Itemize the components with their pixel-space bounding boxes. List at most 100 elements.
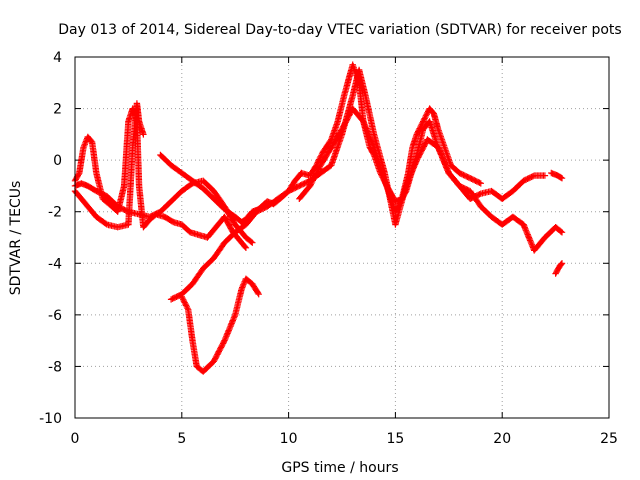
data-point bbox=[491, 190, 493, 192]
data-point bbox=[224, 216, 226, 218]
data-point bbox=[127, 224, 129, 226]
data-point bbox=[358, 69, 360, 71]
data-point bbox=[251, 283, 253, 285]
data-point bbox=[512, 216, 514, 218]
data-point bbox=[480, 193, 482, 195]
data-point bbox=[149, 216, 151, 218]
data-point bbox=[416, 154, 418, 156]
data-point bbox=[164, 216, 166, 218]
plot-frame bbox=[74, 56, 610, 419]
data-point bbox=[416, 133, 418, 135]
data-point bbox=[138, 213, 140, 215]
data-point bbox=[245, 237, 247, 238]
data-point bbox=[555, 226, 557, 228]
data-point bbox=[187, 309, 189, 311]
data-point bbox=[330, 146, 332, 148]
data-point bbox=[108, 203, 110, 205]
data-point bbox=[315, 164, 317, 166]
data-point bbox=[512, 190, 514, 192]
data-point bbox=[298, 198, 300, 200]
data-point bbox=[251, 211, 253, 213]
data-point bbox=[191, 180, 193, 182]
data-point bbox=[533, 249, 535, 251]
data-point bbox=[87, 206, 89, 208]
data-layer bbox=[71, 61, 566, 375]
data-point bbox=[127, 120, 129, 122]
data-point bbox=[422, 120, 424, 122]
data-point bbox=[561, 177, 563, 179]
data-point bbox=[215, 226, 217, 228]
data-point bbox=[309, 185, 311, 187]
data-point bbox=[117, 226, 119, 228]
data-point bbox=[480, 206, 482, 208]
data-point bbox=[202, 180, 204, 182]
data-point bbox=[138, 120, 140, 122]
data-point bbox=[106, 224, 108, 226]
data-point bbox=[469, 198, 471, 200]
data-point bbox=[373, 146, 375, 148]
data-point bbox=[533, 175, 535, 177]
data-point bbox=[78, 172, 80, 174]
data-point bbox=[561, 231, 563, 233]
data-point bbox=[87, 136, 89, 138]
data-point bbox=[422, 128, 424, 130]
data-point bbox=[102, 198, 104, 200]
series-track-7 bbox=[296, 105, 549, 215]
data-point bbox=[364, 95, 366, 97]
data-point bbox=[132, 108, 134, 110]
data-point bbox=[245, 224, 247, 226]
data-point bbox=[138, 185, 140, 187]
data-point bbox=[352, 95, 354, 97]
data-point bbox=[191, 340, 193, 342]
data-point bbox=[213, 198, 215, 200]
data-point bbox=[251, 242, 253, 244]
data-point bbox=[433, 113, 435, 115]
data-point bbox=[394, 200, 396, 202]
data-point bbox=[266, 200, 268, 202]
data-point bbox=[550, 172, 552, 174]
data-point bbox=[170, 200, 172, 202]
data-point bbox=[213, 190, 215, 192]
y-tick-label: 0 bbox=[53, 153, 62, 169]
data-point bbox=[330, 164, 332, 166]
data-point bbox=[491, 216, 493, 218]
data-point bbox=[343, 95, 345, 97]
data-point bbox=[266, 206, 268, 208]
data-point bbox=[206, 237, 208, 238]
data-point bbox=[159, 211, 161, 213]
data-point bbox=[241, 288, 243, 290]
data-point bbox=[224, 340, 226, 342]
data-point bbox=[170, 298, 172, 300]
x-tick-label: 10 bbox=[280, 431, 298, 447]
data-point bbox=[198, 234, 200, 236]
data-point bbox=[202, 371, 204, 373]
y-tick-label: -2 bbox=[48, 205, 62, 221]
data-point bbox=[373, 133, 375, 135]
data-point bbox=[202, 188, 204, 190]
x-tick-label: 0 bbox=[71, 431, 80, 447]
data-point bbox=[544, 237, 546, 238]
data-point bbox=[196, 365, 198, 367]
data-point bbox=[106, 195, 108, 197]
x-tick-label: 5 bbox=[177, 431, 186, 447]
data-point bbox=[561, 262, 563, 264]
data-point bbox=[322, 151, 324, 153]
data-point bbox=[394, 211, 396, 213]
data-point bbox=[369, 146, 371, 148]
data-point bbox=[288, 190, 290, 192]
series-track-8 bbox=[552, 260, 566, 277]
data-point bbox=[411, 146, 413, 148]
data-point bbox=[245, 218, 247, 220]
data-point bbox=[245, 278, 247, 280]
data-point bbox=[309, 175, 311, 177]
data-point bbox=[458, 185, 460, 187]
data-point bbox=[362, 120, 364, 122]
data-point bbox=[91, 141, 93, 143]
data-point bbox=[557, 175, 559, 177]
series-track-1 bbox=[71, 105, 250, 251]
chart-title: Day 013 of 2014, Sidereal Day-to-day VTE… bbox=[58, 22, 621, 38]
data-point bbox=[469, 190, 471, 192]
data-point bbox=[181, 172, 183, 174]
data-point bbox=[294, 180, 296, 182]
data-point bbox=[224, 242, 226, 244]
